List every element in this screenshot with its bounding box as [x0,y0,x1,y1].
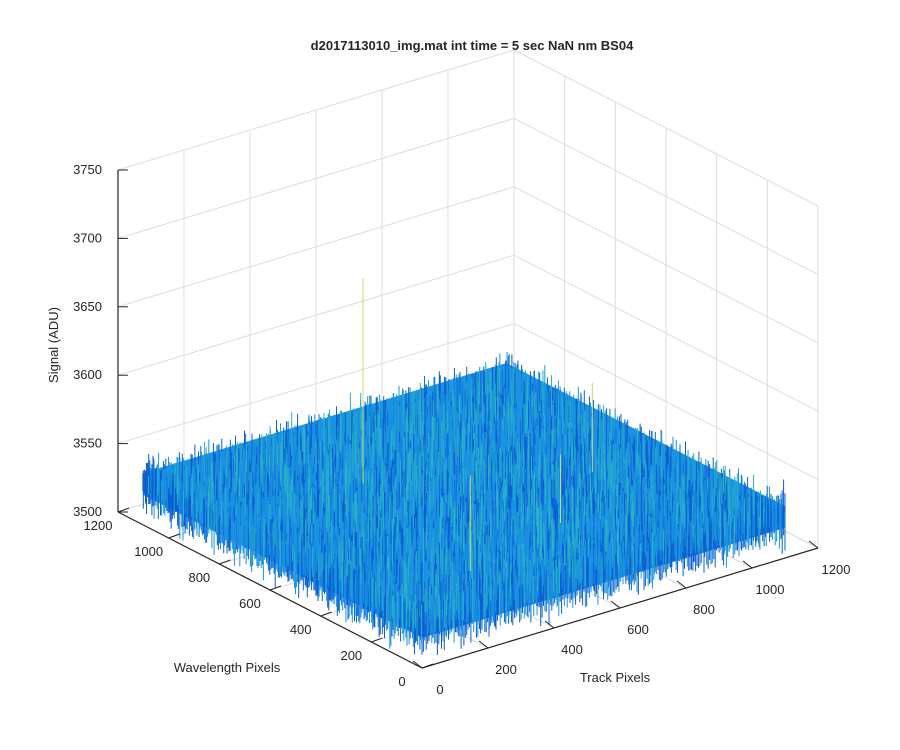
y-tick [320,611,332,617]
x-tick-label: 0 [436,682,443,697]
z-tick-label: 3700 [73,230,102,245]
z-tick-label: 3600 [73,367,102,382]
y-tick-label: 1200 [84,518,113,533]
y-tick-label: 200 [340,648,362,663]
x-tick [412,660,423,669]
grid-line [513,186,819,344]
grid-line [117,117,515,239]
x-tick-label: 1200 [822,562,851,577]
grid-line [117,254,515,376]
z-tick-label: 3750 [73,162,102,177]
y-tick [421,663,434,669]
y-tick-label: 400 [290,622,312,637]
x-tick [544,620,555,629]
y-tick-label: 0 [398,674,405,689]
grid-line [513,323,819,481]
y-tick-label: 800 [188,570,210,585]
x-tick [742,560,753,569]
y-tick [269,585,282,591]
y-axis-label: Wavelength Pixels [174,660,281,675]
grid-line [117,323,515,445]
x-tick-label: 600 [627,622,649,637]
x-tick [676,580,687,589]
grid-line [513,117,819,275]
x-tick [808,540,819,549]
y-tick [168,533,180,539]
y-tick-label: 600 [239,596,261,611]
grid-line [513,254,819,412]
tick-labels: 0 200 400 600 800 1000 1200 0 200 400 600 800 1000 12… [73,162,850,697]
y-tick-label: 1000 [134,544,163,559]
x-tick-label: 1000 [756,582,785,597]
grid-line [117,49,515,171]
z-axis-label: Signal (ADU) [46,307,61,383]
surface [142,278,786,655]
chart-title: d2017113010_img.mat int time = 5 sec NaN… [311,38,634,53]
z-tick-label: 3550 [73,436,102,451]
y-tick [371,637,383,643]
x-axis-label: Track Pixels [580,670,651,685]
y-tick [219,559,231,565]
z-tick-label: 3650 [73,299,102,314]
x-tick-label: 400 [561,642,583,657]
surface-noise [148,361,765,644]
grid-line [117,186,515,308]
x-tick [478,640,489,649]
z-tick-label: 3500 [73,504,102,519]
x-tick-label: 800 [693,602,715,617]
x-tick-label: 200 [495,662,517,677]
grid-line [513,49,819,207]
y-tick [117,507,130,513]
x-tick [610,600,621,609]
axes [117,169,819,669]
